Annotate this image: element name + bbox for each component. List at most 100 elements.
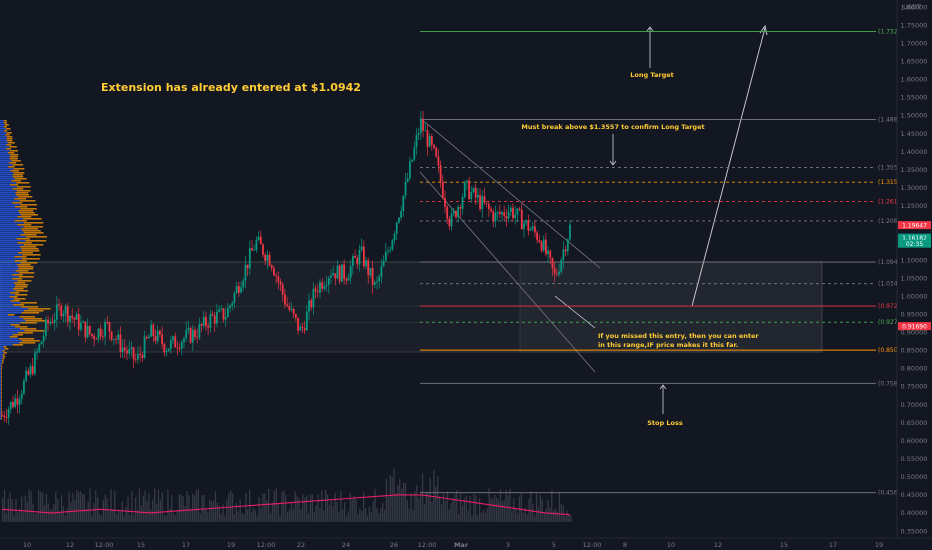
- volume-profile-bar: [0, 228, 21, 230]
- candle-body: [80, 322, 82, 330]
- volume-bar: [340, 490, 342, 522]
- candle-body: [27, 370, 30, 375]
- candle-body: [47, 319, 49, 324]
- price-tag-box: [898, 239, 931, 248]
- candle-body: [150, 324, 153, 337]
- volume-profile-bar: [16, 264, 31, 266]
- volume-bar: [471, 515, 473, 522]
- volume-profile-bar: [4, 348, 9, 350]
- volume-profile-bar: [0, 286, 15, 288]
- candle-body: [402, 195, 405, 212]
- volume-bar: [568, 514, 570, 522]
- candle-body: [60, 305, 63, 317]
- volume-profile-bar: [13, 298, 26, 300]
- candle-body: [505, 216, 508, 219]
- volume-bar: [503, 500, 505, 522]
- volume-bar: [520, 493, 522, 522]
- volume-bar: [513, 497, 515, 522]
- volume-profile-bar: [18, 272, 35, 274]
- volume-profile-bar: [0, 230, 23, 232]
- candle-body: [275, 275, 278, 277]
- volume-profile-bar: [0, 186, 17, 188]
- fib-levels: (1.73238) (1.48888) (1.35573) (1.31529) (1.2…: [0, 28, 908, 497]
- volume-profile-bar: [0, 288, 14, 290]
- volume-bar: [258, 496, 260, 522]
- volume-profile-bar: [0, 388, 2, 390]
- candle-body: [382, 260, 385, 267]
- extension-annotation: Extension has already entered at $1.0942: [101, 81, 361, 94]
- volume-profile-bar: [16, 190, 31, 192]
- time-axis[interactable]: 10 12 12:00 15 17 19 12:00 22 24 26 12:00 Mar 3 5 12:0…: [23, 541, 883, 549]
- volume-bar: [199, 513, 201, 522]
- volume-profile-bar: [0, 120, 4, 122]
- volume-profile-bar: [0, 200, 20, 202]
- volume-profile-bar: [22, 218, 42, 220]
- candle-body: [413, 147, 416, 160]
- price-tick-label: 0.70000: [901, 401, 928, 409]
- volume-bar: [148, 492, 150, 522]
- volume-bar: [119, 511, 122, 522]
- volume-profile-bar: [12, 274, 23, 276]
- volume-bar: [494, 495, 496, 522]
- volume-bar: [402, 482, 405, 522]
- candle-body: [187, 328, 190, 331]
- volume-profile-bar: [18, 268, 34, 270]
- volume-profile-bar: [0, 130, 4, 132]
- volume-bar: [302, 494, 304, 522]
- channel-lower-line: [419, 171, 596, 373]
- candle-body: [158, 330, 161, 335]
- volume-bar: [463, 498, 465, 522]
- volume-profile-bar: [0, 236, 26, 238]
- volume-bar: [138, 488, 141, 522]
- volume-profile-bar: [10, 170, 19, 172]
- time-tick-label: 10: [23, 541, 31, 549]
- volume-profile-bar: [20, 214, 39, 216]
- volume-profile-bar: [0, 150, 10, 152]
- volume-bar: [95, 490, 97, 522]
- candle-body: [490, 208, 492, 212]
- volume-profile-bar: [0, 312, 22, 314]
- candle-body: [428, 135, 431, 147]
- candle-body: [301, 326, 304, 328]
- volume-bar: [306, 495, 308, 522]
- volume-bar: [558, 491, 560, 522]
- candle-body: [33, 352, 36, 374]
- volume-bar: [245, 493, 247, 522]
- volume-profile-bar: [1, 406, 2, 408]
- candle-body: [270, 265, 273, 269]
- volume-bar: [38, 490, 40, 522]
- volume-profile-bar: [20, 302, 38, 304]
- candle-body: [566, 239, 569, 252]
- candle-body: [481, 196, 484, 210]
- candle-body: [137, 353, 139, 360]
- volume-profile-bar: [0, 384, 2, 386]
- volume-bar: [98, 513, 101, 522]
- volume-bar: [173, 513, 175, 522]
- volume-profile-bar: [14, 178, 27, 180]
- candle-body: [156, 330, 159, 341]
- candle-body: [288, 306, 291, 310]
- volume-profile-bar: [6, 148, 12, 150]
- volume-bar: [117, 509, 120, 522]
- price-tick-label: 1.30000: [901, 184, 928, 192]
- time-tick-label: 12: [714, 541, 722, 549]
- volume-profile-bar: [0, 220, 15, 222]
- volume-profile-bar: [0, 394, 2, 396]
- candle-body: [18, 399, 21, 405]
- price-axis[interactable]: 1.80000 1.75000 1.70000 1.65000 1.60000 1.550…: [901, 3, 928, 535]
- candle-body: [393, 233, 396, 241]
- volume-profile-bar: [1, 382, 2, 384]
- price-tag-box: [898, 221, 931, 230]
- volume-profile-bar: [0, 356, 3, 358]
- volume-bar: [157, 489, 160, 522]
- volume-profile-bar: [0, 216, 18, 218]
- price-tick-label: 1.45000: [901, 130, 928, 138]
- volume-profile-bar: [0, 214, 21, 216]
- volume-profile-bar: [0, 136, 7, 138]
- volume-bar: [19, 508, 21, 522]
- candle-body: [49, 321, 52, 324]
- volume-profile-bar: [21, 248, 39, 250]
- volume-bar: [243, 514, 245, 522]
- volume-profile-bar: [0, 204, 21, 206]
